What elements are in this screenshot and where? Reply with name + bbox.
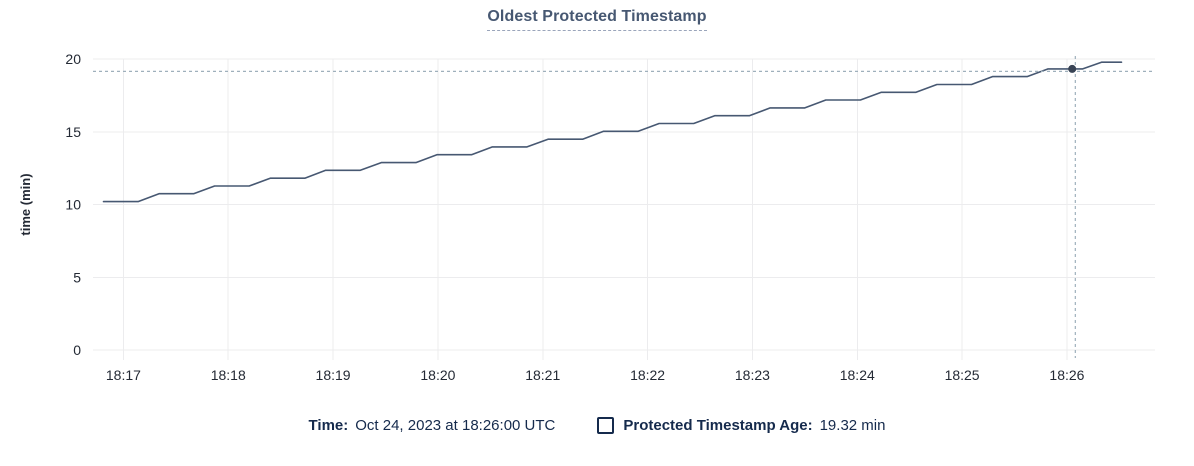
svg-text:time (min): time (min) [18, 173, 33, 235]
hover-crosshair [93, 56, 1155, 358]
svg-text:18:24: 18:24 [840, 367, 875, 383]
svg-text:10: 10 [65, 197, 81, 213]
series-checkbox-icon[interactable] [597, 417, 615, 434]
series-line [102, 61, 1123, 203]
legend-series-label: Protected Timestamp Age: [623, 417, 813, 434]
legend-time-label: Time: [308, 417, 349, 434]
x-grid [122, 59, 1068, 360]
y-axis-title: time (min) [18, 173, 33, 235]
x-axis-labels: 18:17 18:18 18:19 18:20 18:21 18:22 18:23 18:24… [106, 367, 1085, 383]
svg-text:18:25: 18:25 [945, 367, 980, 383]
legend-time: Time: Oct 24, 2023 at 18:26:00 UTC [309, 417, 556, 434]
hover-dot [1068, 64, 1077, 73]
svg-text:18:18: 18:18 [211, 367, 246, 383]
svg-text:0: 0 [73, 342, 81, 358]
svg-text:18:17: 18:17 [106, 367, 141, 383]
svg-text:18:20: 18:20 [420, 367, 455, 383]
svg-text:18:21: 18:21 [525, 367, 560, 383]
svg-text:18:19: 18:19 [316, 367, 351, 383]
svg-text:15: 15 [65, 124, 81, 140]
chart-legend: Time: Oct 24, 2023 at 18:26:00 UTC Prote… [0, 417, 1194, 434]
chart-header: Oldest Protected Timestamp [0, 8, 1194, 31]
legend-time-value: Oct 24, 2023 at 18:26:00 UTC [355, 417, 556, 434]
svg-text:18:22: 18:22 [630, 367, 665, 383]
legend-series-value: 19.32 min [819, 417, 886, 434]
svg-text:20: 20 [65, 51, 81, 67]
chart-title[interactable]: Oldest Protected Timestamp [487, 8, 707, 31]
legend-series-toggle[interactable]: Protected Timestamp Age: 19.32 min [597, 417, 885, 434]
svg-text:5: 5 [73, 269, 81, 285]
y-axis-labels: 0 5 10 15 20 [65, 51, 81, 358]
y-grid [93, 58, 1155, 351]
svg-text:18:26: 18:26 [1049, 367, 1084, 383]
svg-text:18:23: 18:23 [735, 367, 770, 383]
